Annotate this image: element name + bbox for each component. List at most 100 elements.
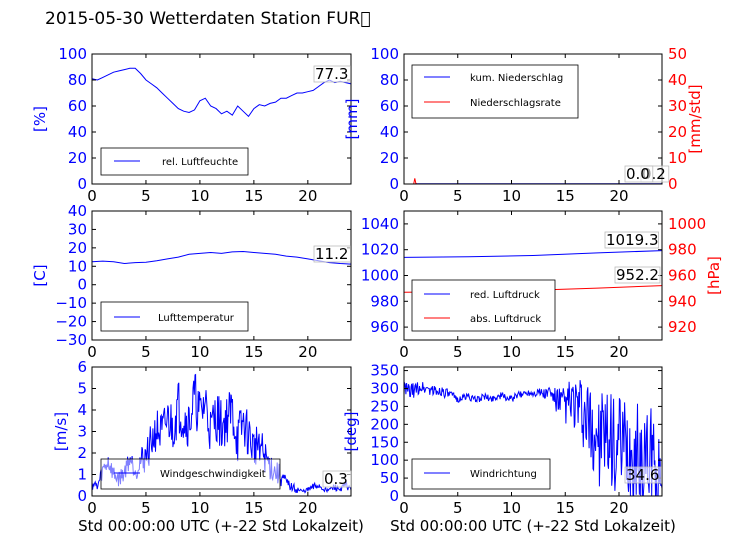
x-tick-label: 0 bbox=[399, 499, 409, 517]
annotation-box bbox=[322, 470, 352, 488]
series-line-1 bbox=[92, 250, 351, 265]
y-tick-label: 10 bbox=[68, 257, 87, 275]
y-tick-label: 80 bbox=[68, 71, 87, 89]
legend-label: red. Luftdruck bbox=[470, 290, 540, 301]
x-axis-label: Std 00:00:00 UTC (+-22 Std Lokalzeit) bbox=[78, 517, 364, 535]
annotation-box bbox=[624, 165, 654, 183]
y-tick-label: −10 bbox=[55, 294, 87, 312]
legend-box bbox=[411, 458, 551, 490]
x-tick-label: 10 bbox=[502, 499, 521, 517]
y-tick-label: 100 bbox=[370, 45, 399, 63]
y-tick-label: 150 bbox=[370, 433, 399, 451]
x-tick-label: 20 bbox=[609, 499, 628, 517]
y-tick-label: 100 bbox=[370, 451, 399, 469]
y-tick-label: 960 bbox=[370, 318, 399, 336]
legend-box bbox=[411, 64, 579, 119]
x-tick-label: 20 bbox=[609, 343, 628, 361]
annotation-box bbox=[604, 231, 659, 249]
x-tick-label: 15 bbox=[244, 499, 263, 517]
y-tick-label: 1000 bbox=[361, 267, 399, 285]
y-tick-label: 0 bbox=[389, 487, 399, 505]
panel-1: 0 5 10 15 20 0 20 40 60 80 100 [%] rel. Luftfeuchte 7… bbox=[31, 45, 352, 205]
x-tick-label: 10 bbox=[190, 343, 209, 361]
plot-frame bbox=[91, 210, 352, 341]
y-tick-label: 1040 bbox=[361, 215, 399, 233]
series-line-1 bbox=[92, 67, 351, 118]
y-tick-label: 50 bbox=[380, 469, 399, 487]
x-tick-label: 15 bbox=[556, 343, 575, 361]
y-tick-label: 60 bbox=[380, 97, 399, 115]
x-tick-label: 5 bbox=[453, 187, 463, 205]
y-tick-label-right: 940 bbox=[668, 292, 697, 310]
series-line-1 bbox=[404, 380, 662, 496]
annotation-box bbox=[614, 266, 661, 284]
x-tick-label: 5 bbox=[453, 499, 463, 517]
y-tick-label: 20 bbox=[380, 149, 399, 167]
y-axis-label-right: [mm/std] bbox=[686, 84, 704, 153]
y-tick-label: 2 bbox=[77, 444, 87, 462]
plot-frame bbox=[403, 53, 663, 185]
panel-4: 0 5 10 15 20 960 980 1000 1020 1040 920 940 960 980 10… bbox=[361, 210, 723, 361]
y-axis-label: [mm] bbox=[343, 99, 361, 140]
y-tick-label: 980 bbox=[370, 292, 399, 310]
x-tick-label: 15 bbox=[556, 499, 575, 517]
legend-label: Windgeschwindigkeit bbox=[160, 469, 266, 480]
y-axis-label: [deg] bbox=[342, 412, 360, 452]
y-tick-label-right: 40 bbox=[668, 71, 687, 89]
legend-box bbox=[411, 279, 556, 332]
panel-2: 0 5 10 15 20 0 20 40 60 80 100 0 10 20 30 40 50 [mm] [mm/s… bbox=[343, 45, 704, 205]
panel-3: 0 5 10 15 20−30−20−10010203040[C]Lufttempera… bbox=[31, 202, 352, 361]
legend-label: abs. Luftdruck bbox=[470, 314, 541, 325]
value-annotation: 77.3 bbox=[315, 65, 348, 83]
y-tick-label: 200 bbox=[370, 415, 399, 433]
x-tick-label: 5 bbox=[453, 343, 463, 361]
x-tick-label: 20 bbox=[298, 499, 317, 517]
plot-frame bbox=[91, 53, 352, 185]
x-tick-label: 15 bbox=[244, 187, 263, 205]
annotation-box bbox=[624, 466, 662, 484]
y-tick-label: −20 bbox=[55, 313, 87, 331]
y-tick-label: 350 bbox=[370, 362, 399, 380]
y-tick-label-right: 1000 bbox=[668, 215, 706, 233]
y-tick-label: −30 bbox=[55, 331, 87, 349]
y-tick-label-right: 960 bbox=[668, 267, 697, 285]
y-tick-label: 1020 bbox=[361, 241, 399, 259]
series-line-1 bbox=[404, 250, 662, 258]
page-title: 2015-05-30 Wetterdaten Station FUR  bbox=[45, 9, 371, 29]
x-tick-label: 20 bbox=[609, 187, 628, 205]
panel-6: 0 5 10 15 20050100150200250300350[deg]Windri… bbox=[342, 362, 676, 535]
value-annotation: 11.2 bbox=[315, 245, 348, 263]
y-axis-label-right: [hPa] bbox=[705, 256, 723, 295]
legend-label: kum. Niederschlag bbox=[470, 73, 563, 84]
legend-label: rel. Luftfeuchte bbox=[162, 157, 238, 168]
x-tick-label: 15 bbox=[244, 343, 263, 361]
y-tick-label: 40 bbox=[68, 202, 87, 220]
x-tick-label: 0 bbox=[399, 343, 409, 361]
y-tick-label: 0 bbox=[77, 175, 87, 193]
y-tick-label: 30 bbox=[68, 220, 87, 238]
x-axis-label: Std 00:00:00 UTC (+-22 Std Lokalzeit) bbox=[390, 517, 676, 535]
x-tick-label: 0 bbox=[87, 187, 97, 205]
annotation-box bbox=[313, 65, 351, 83]
legend-label: Lufttemperatur bbox=[158, 313, 235, 324]
x-tick-label: 20 bbox=[298, 187, 317, 205]
y-tick-label-right: 30 bbox=[668, 97, 687, 115]
x-tick-label: 5 bbox=[141, 343, 151, 361]
value-annotation: 952.2 bbox=[616, 266, 659, 284]
y-tick-label-right: 920 bbox=[668, 318, 697, 336]
x-tick-label: 5 bbox=[141, 499, 151, 517]
x-tick-label: 10 bbox=[190, 499, 209, 517]
y-tick-label: 60 bbox=[68, 97, 87, 115]
y-tick-label: 40 bbox=[380, 123, 399, 141]
y-tick-label: 250 bbox=[370, 397, 399, 415]
x-tick-label: 10 bbox=[190, 187, 209, 205]
legend-label: Niederschlagsrate bbox=[470, 98, 561, 109]
value-annotation: 0.0 bbox=[626, 165, 650, 183]
value-annotation: 34.6 bbox=[626, 466, 659, 484]
y-tick-label-right: 0 bbox=[668, 175, 678, 193]
y-axis-label: [%] bbox=[31, 106, 49, 132]
y-tick-label: 1 bbox=[77, 466, 87, 484]
x-tick-label: 0 bbox=[87, 343, 97, 361]
legend-box bbox=[100, 458, 281, 490]
y-tick-label: 40 bbox=[68, 123, 87, 141]
